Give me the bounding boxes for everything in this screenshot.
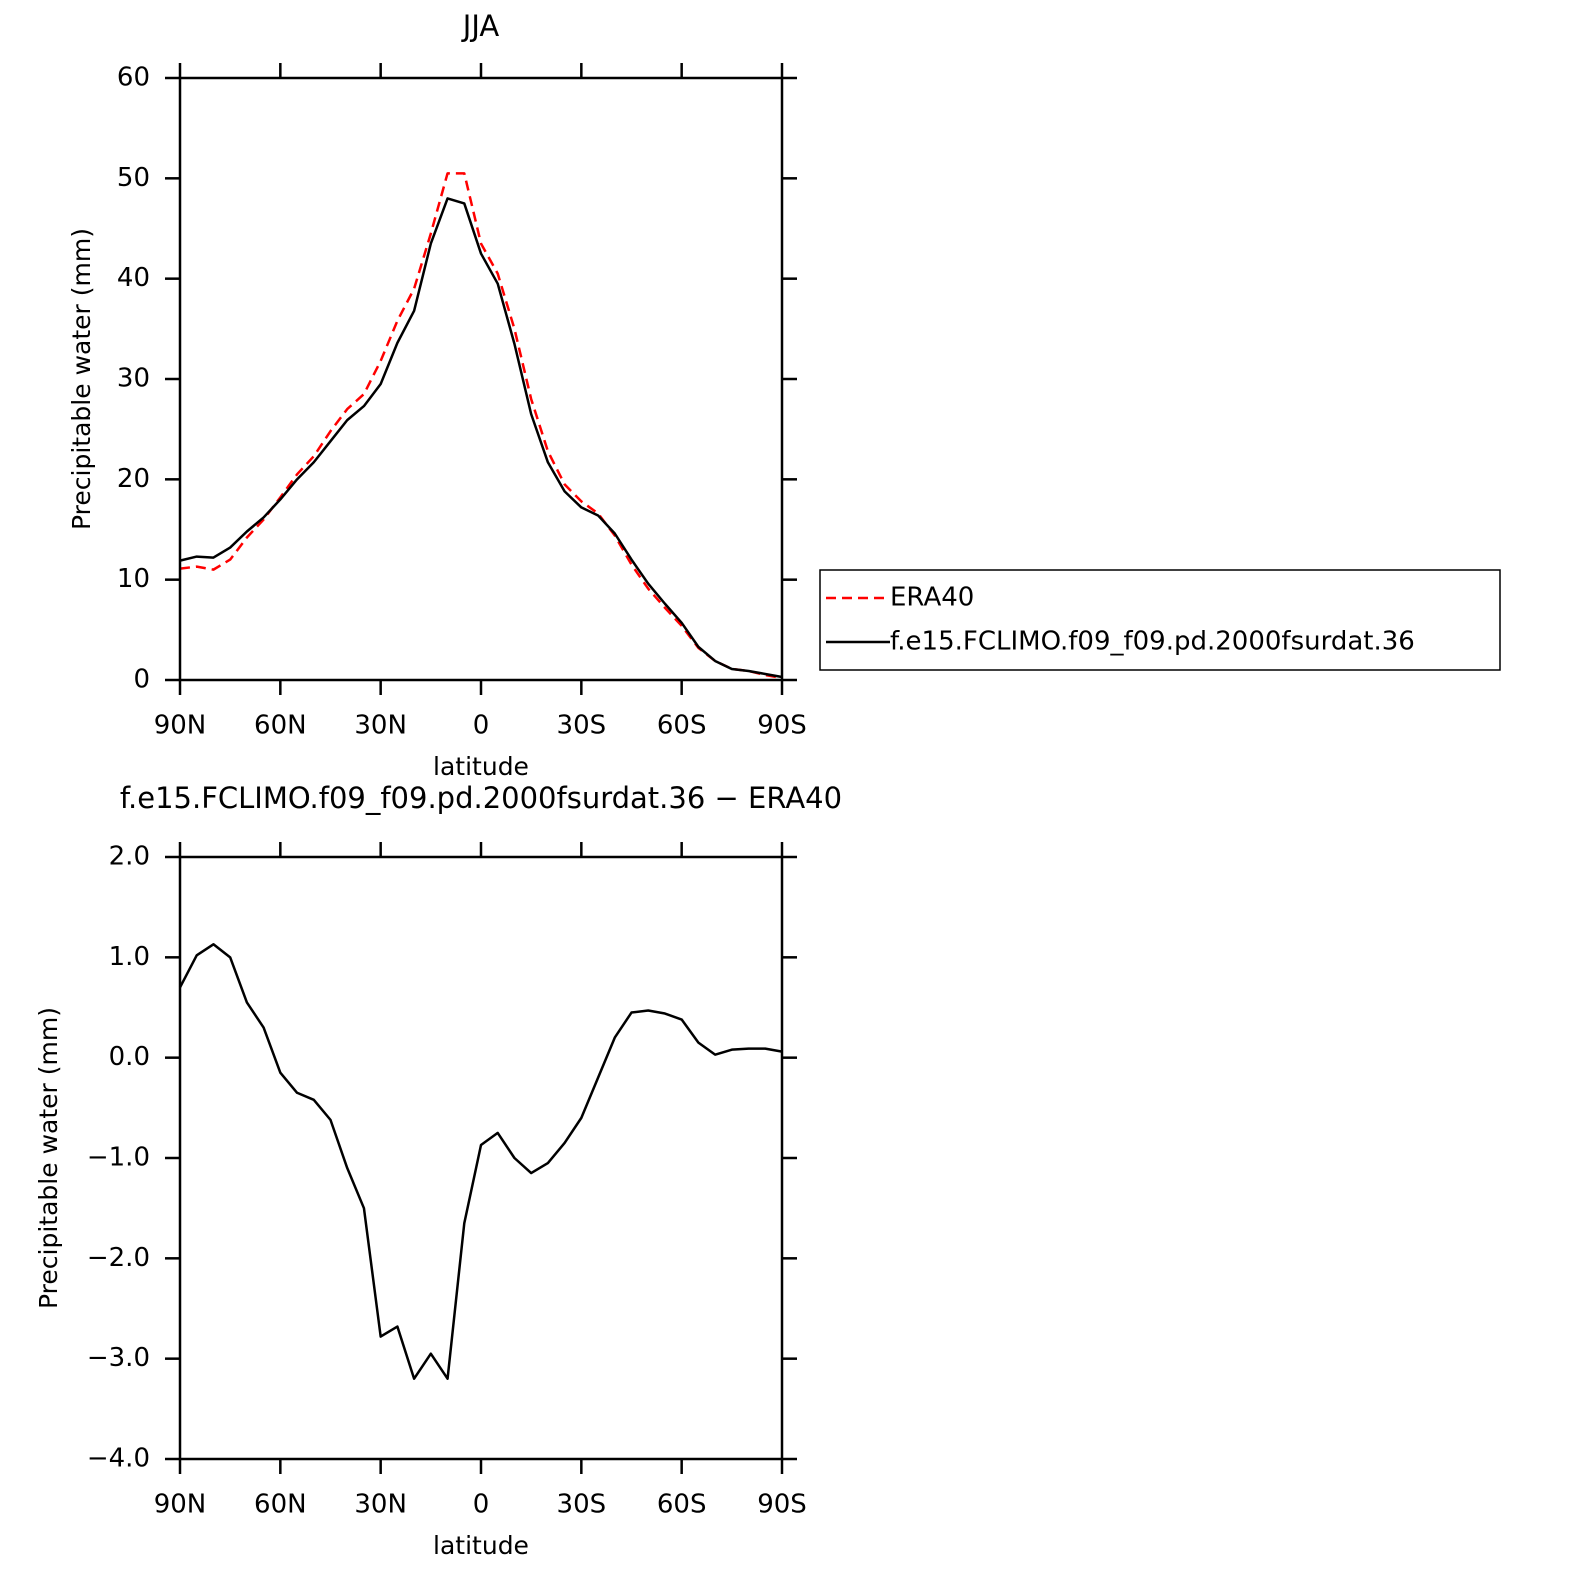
x-tick-label: 90S [757,1490,807,1520]
y-tick-label: 1.0 [109,942,150,972]
x-tick-label: 30S [557,711,607,741]
y-axis-label: Precipitable water (mm) [34,1007,63,1309]
y-tick-label: 40 [117,263,150,293]
data-line [178,943,783,1380]
plot-frame [178,855,784,1461]
plot-frame [178,76,784,682]
y-tick-label: 2.0 [109,842,150,872]
x-tick-label: 60S [657,1490,707,1520]
x-tick-label: 30S [557,1490,607,1520]
x-tick-label: 90S [757,711,807,741]
y-tick-label: −2.0 [87,1243,150,1273]
x-tick-label: 90N [154,1490,207,1520]
y-tick-label: −1.0 [87,1143,150,1173]
legend-box [819,569,1501,671]
y-tick-label: 20 [117,464,150,494]
y-tick-label: 50 [117,163,150,193]
y-axis-label: Precipitable water (mm) [67,228,96,530]
y-tick-label: −3.0 [87,1343,150,1373]
x-axis-label: latitude [433,752,529,781]
legend-label: ERA40 [890,583,974,613]
y-tick-label: 0.0 [109,1042,150,1072]
x-tick-label: 90N [154,711,207,741]
data-line [179,197,783,679]
y-tick-label: 0 [133,665,150,695]
x-axis-label: latitude [433,1531,529,1560]
x-tick-label: 0 [473,1490,490,1520]
x-tick-label: 30N [354,1490,407,1520]
chart-title: JJA [461,9,500,43]
x-tick-label: 0 [473,711,490,741]
x-tick-label: 60N [254,1490,307,1520]
data-line [179,172,783,680]
x-tick-label: 60N [254,711,307,741]
legend-label: f.e15.FCLIMO.f09_f09.pd.2000fsurdat.36 [890,627,1415,657]
y-tick-label: −4.0 [87,1444,150,1474]
chart-title: f.e15.FCLIMO.f09_f09.pd.2000fsurdat.36 −… [120,781,842,815]
y-tick-label: 10 [117,564,150,594]
y-tick-label: 60 [117,63,150,93]
y-tick-label: 30 [117,364,150,394]
x-tick-label: 60S [657,711,707,741]
x-tick-label: 30N [354,711,407,741]
